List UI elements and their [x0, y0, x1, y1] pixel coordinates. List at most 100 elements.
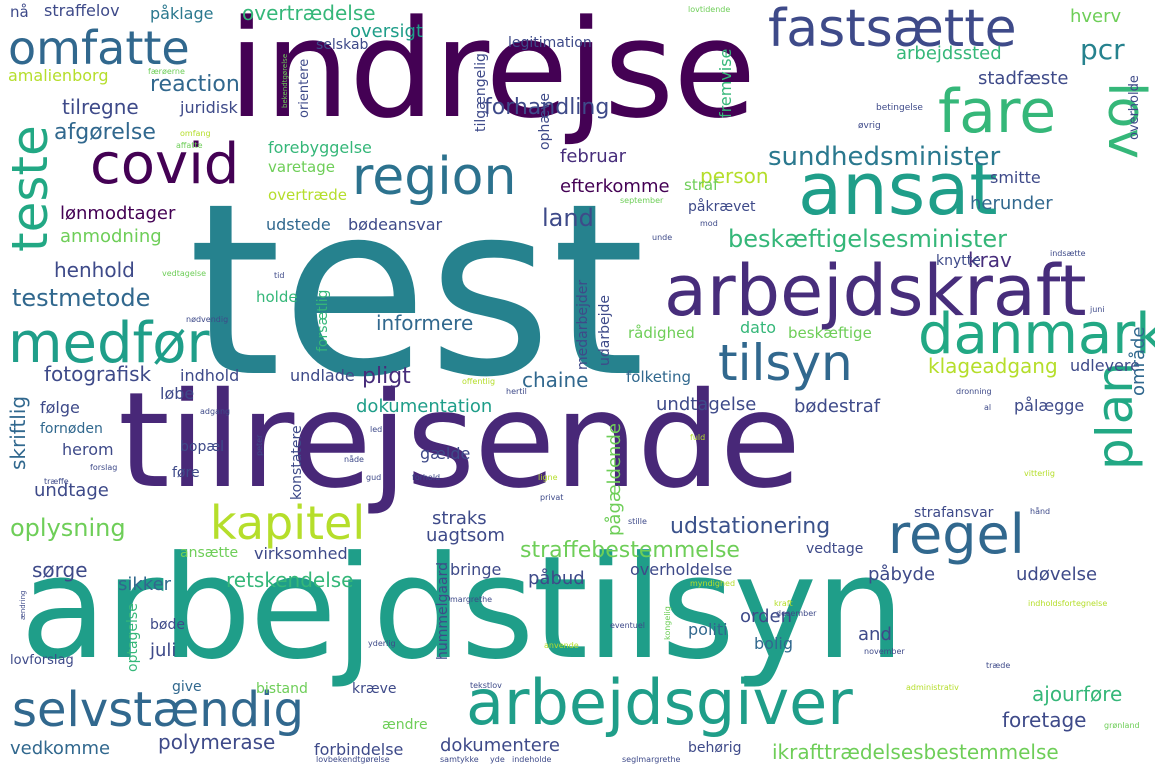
word-dronning: dronning — [956, 387, 992, 396]
word-juridisk: juridisk — [180, 98, 238, 117]
word-selskab: selskab — [316, 37, 369, 53]
word-kraft: kraft — [774, 599, 793, 608]
word-informere: informere — [376, 311, 474, 335]
word-udstede: udstede — [266, 215, 331, 234]
word-indeholde: indeholde — [512, 755, 552, 764]
word-indrejse: indrejse — [228, 0, 756, 148]
word-arbejdsgiver: arbejdsgiver — [466, 666, 853, 739]
word-undtage: undtage — [34, 480, 109, 501]
word-klageadgang: klageadgang — [928, 354, 1058, 378]
word-teste: teste — [1, 125, 59, 252]
word-beskaeftigelsesminister: beskæftigelsesminister — [728, 225, 1007, 253]
word-behoerig: behørig — [688, 740, 742, 756]
word-reaction: reaction — [150, 72, 240, 97]
word-kraeve: kræve — [352, 681, 397, 697]
word-vedtage: vedtage — [806, 541, 864, 557]
word-tilgaengelig: tilgængelig — [473, 53, 489, 132]
word-omfang: omfang — [180, 129, 211, 138]
word-medfoer: medfør — [8, 311, 210, 376]
word-dokumentation: dokumentation — [356, 396, 493, 417]
word-haand: hånd — [1030, 507, 1051, 516]
word-arbejdstilsyn: arbejdstilsyn — [20, 526, 905, 691]
word-tekstlov: tekstlov — [470, 681, 502, 690]
word-oversigt: oversigt — [350, 21, 424, 42]
word-tilsyn: tilsyn — [718, 334, 853, 392]
word-faeroeerne: færøerne — [148, 67, 185, 76]
word-sundhedsminister: sundhedsminister — [768, 142, 1001, 172]
word-krav: krav — [968, 248, 1012, 272]
word-dato: dato — [740, 318, 777, 337]
word-boede: bøde — [150, 617, 185, 633]
word-ophaeve: ophæve — [537, 93, 553, 150]
word-beskaeftige: beskæftige — [788, 324, 872, 342]
word-udlevere: udlevere — [1070, 356, 1140, 375]
word-seglmargrethe: seglmargrethe — [622, 755, 681, 764]
word-kapitel: kapitel — [210, 496, 366, 550]
word-afgoerelse: afgørelse — [54, 120, 156, 145]
word-hertil: hertil — [506, 387, 527, 396]
word-traede: træde — [986, 661, 1011, 670]
word-ansaette: ansætte — [180, 545, 239, 561]
word-straffelov: straffelov — [44, 1, 120, 20]
word-lovforslag: lovforslag — [10, 653, 74, 668]
word-fornoeden: fornøden — [40, 421, 103, 437]
word-adgang: adgang — [200, 407, 231, 416]
word-regel: regel — [888, 503, 1025, 566]
word-polymerase: polymerase — [158, 730, 276, 754]
word-and: and — [858, 624, 892, 645]
word-aendre: ændre — [382, 717, 428, 733]
word-margrethe: margrethe — [450, 595, 493, 604]
word-forsaetlig: forsætlig — [315, 289, 331, 352]
word-affatte: affatte — [176, 141, 203, 150]
word-udoevelse: udøvelse — [1016, 564, 1098, 585]
word-udarbejde: udarbejde — [597, 295, 613, 366]
word-oevrig: øvrig — [858, 121, 881, 131]
word-selvstaendig: selvstændig — [12, 682, 304, 738]
word-ikrafttraedelsesbestemmelse: ikrafttrædelsesbestemmelse — [772, 740, 1059, 764]
word-person: person — [700, 164, 769, 188]
word-legitimation: legitimation — [508, 35, 592, 51]
word-omfatte: omfatte — [8, 21, 190, 75]
word-led: led — [370, 425, 383, 434]
word-forhold: forhold — [412, 473, 441, 482]
word-henhold: henhold — [54, 258, 135, 282]
word-yderlig: yderlig — [368, 639, 396, 648]
word-vedkomme: vedkomme — [10, 738, 111, 759]
word-samtykke: samtykke — [440, 755, 479, 764]
word-virksomhed: virksomhed — [254, 544, 348, 563]
word-test: test — [188, 153, 646, 430]
word-stille: stille — [628, 517, 647, 526]
word-straffebestemmelse: straffebestemmelse — [520, 538, 740, 563]
word-betingelse: betingelse — [876, 103, 923, 113]
word-arbejdssted: arbejdssted — [896, 43, 1002, 64]
word-hverv: hverv — [1070, 6, 1122, 27]
word-testmetode: testmetode — [12, 284, 151, 312]
word-bopael: bopæl — [180, 439, 224, 455]
word-straf: straf — [684, 176, 719, 194]
word-sikker: sikker — [118, 574, 172, 595]
word-groenland: grønland — [1104, 721, 1140, 730]
word-forebyggelse: forebyggelse — [268, 138, 372, 157]
word-retskendelse: retskendelse — [226, 568, 354, 592]
word-pcr: pcr — [1080, 33, 1125, 66]
word-politi: politi — [688, 620, 728, 639]
word-stadfaeste: stadfæste — [978, 68, 1069, 89]
word-gud: gud — [366, 473, 382, 482]
word-paaklage: påklage — [150, 4, 214, 23]
word-strafansvar: strafansvar — [914, 505, 994, 521]
word-fremvise: fremvise — [716, 48, 735, 118]
word-anvende: anvende — [544, 641, 579, 650]
word-naade: nåde — [344, 455, 364, 464]
word-februar: februar — [560, 146, 627, 167]
word-holde: holde — [256, 288, 298, 306]
word-indsaette: indsætte — [1050, 249, 1086, 258]
word-forbindelse: forbindelse — [314, 740, 404, 759]
word-herunder: herunder — [970, 193, 1053, 214]
word-indhold: indhold — [180, 366, 240, 385]
word-land: land — [542, 204, 594, 232]
word-ansat: ansat — [798, 147, 998, 231]
word-juli: juli — [150, 640, 177, 661]
word-pligt: pligt — [362, 364, 411, 389]
word-december: december — [776, 609, 817, 618]
